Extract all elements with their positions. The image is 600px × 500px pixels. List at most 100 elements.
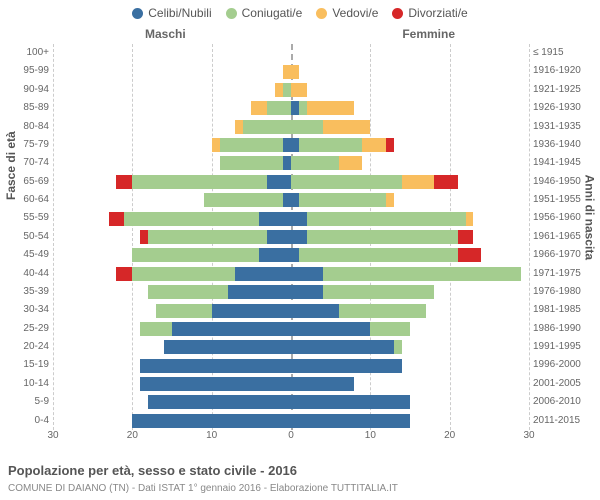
x-axis: 3020100102030 <box>53 430 529 446</box>
age-label: 15-19 <box>1 356 53 374</box>
age-label: 10-14 <box>1 375 53 393</box>
male-bar <box>156 304 291 318</box>
female-label: Femmine <box>402 27 455 41</box>
age-label: 45-49 <box>1 246 53 264</box>
bar-segment <box>291 120 323 134</box>
birth-year-label: 1916-1920 <box>529 62 599 80</box>
birth-year-label: 1991-1995 <box>529 338 599 356</box>
female-bar <box>291 65 299 79</box>
female-bar <box>291 322 410 336</box>
birth-year-label: 1926-1930 <box>529 99 599 117</box>
male-label: Maschi <box>145 27 186 41</box>
birth-year-label: 1996-2000 <box>529 356 599 374</box>
bar-segment <box>220 156 283 170</box>
age-row: 5-92006-2010 <box>53 393 529 411</box>
bar-segment <box>307 212 466 226</box>
bar-segment <box>172 322 291 336</box>
bar-segment <box>109 212 125 226</box>
birth-year-label: 1961-1965 <box>529 228 599 246</box>
male-bar <box>275 83 291 97</box>
bar-segment <box>299 193 386 207</box>
birth-year-label: 1976-1980 <box>529 283 599 301</box>
legend-label: Divorziati/e <box>408 6 467 20</box>
birth-year-label: 1986-1990 <box>529 320 599 338</box>
male-bar <box>212 138 291 152</box>
female-bar <box>291 138 394 152</box>
birth-year-label: 1931-1935 <box>529 118 599 136</box>
male-bar <box>116 267 291 281</box>
age-label: 35-39 <box>1 283 53 301</box>
male-bar <box>220 156 291 170</box>
bar-segment <box>402 175 434 189</box>
age-label: 25-29 <box>1 320 53 338</box>
bar-segment <box>299 248 458 262</box>
bar-segment <box>291 267 323 281</box>
bar-segment <box>140 377 291 391</box>
male-bar <box>164 340 291 354</box>
age-label: 75-79 <box>1 136 53 154</box>
age-label: 90-94 <box>1 81 53 99</box>
age-label: 65-69 <box>1 173 53 191</box>
x-tick-label: 30 <box>47 430 58 441</box>
bar-segment <box>291 83 307 97</box>
bar-segment <box>466 212 474 226</box>
female-bar <box>291 83 307 97</box>
age-label: 85-89 <box>1 99 53 117</box>
age-row: 70-741941-1945 <box>53 154 529 172</box>
female-bar <box>291 193 394 207</box>
male-bar <box>283 65 291 79</box>
female-bar <box>291 248 481 262</box>
bar-segment <box>299 101 307 115</box>
bar-segment <box>291 359 402 373</box>
bar-segment <box>251 101 267 115</box>
male-bar <box>140 377 291 391</box>
x-tick-label: 10 <box>365 430 376 441</box>
legend-item: Coniugati/e <box>226 6 303 20</box>
bar-segment <box>291 193 299 207</box>
bar-segment <box>434 175 458 189</box>
male-bar <box>140 230 291 244</box>
bar-segment <box>299 138 362 152</box>
age-label: 40-44 <box>1 265 53 283</box>
bar-segment <box>132 267 235 281</box>
bar-segment <box>339 156 363 170</box>
bar-segment <box>291 212 307 226</box>
age-label: 55-59 <box>1 209 53 227</box>
legend-swatch <box>226 8 237 19</box>
bar-segment <box>235 267 291 281</box>
male-bar <box>140 359 291 373</box>
legend-label: Coniugati/e <box>242 6 303 20</box>
population-pyramid-chart: Celibi/NubiliConiugati/eVedovi/eDivorzia… <box>0 0 600 500</box>
age-row: 65-691946-1950 <box>53 173 529 191</box>
bar-segment <box>275 83 283 97</box>
legend-item: Divorziati/e <box>392 6 467 20</box>
bar-segment <box>228 285 291 299</box>
age-row: 0-42011-2015 <box>53 412 529 430</box>
male-bar <box>204 193 291 207</box>
legend-label: Vedovi/e <box>332 6 378 20</box>
female-bar <box>291 212 473 226</box>
bar-segment <box>212 304 291 318</box>
bar-segment <box>164 340 291 354</box>
age-row: 55-591956-1960 <box>53 209 529 227</box>
x-tick-label: 0 <box>288 430 294 441</box>
bar-segment <box>291 101 299 115</box>
bar-segment <box>283 65 291 79</box>
age-label: 95-99 <box>1 62 53 80</box>
male-bar <box>148 285 291 299</box>
age-row: 15-191996-2000 <box>53 356 529 374</box>
legend: Celibi/NubiliConiugati/eVedovi/eDivorzia… <box>0 6 600 20</box>
female-bar <box>291 359 402 373</box>
bar-segment <box>140 359 291 373</box>
birth-year-label: 1941-1945 <box>529 154 599 172</box>
birth-year-label: ≤ 1915 <box>529 44 599 62</box>
bar-segment <box>323 267 521 281</box>
plot-area: 100+≤ 191595-991916-192090-941921-192585… <box>53 44 529 430</box>
legend-swatch <box>316 8 327 19</box>
legend-swatch <box>132 8 143 19</box>
age-row: 75-791936-1940 <box>53 136 529 154</box>
bar-segment <box>267 175 291 189</box>
birth-year-label: 1956-1960 <box>529 209 599 227</box>
bar-segment <box>339 304 426 318</box>
birth-year-label: 1921-1925 <box>529 81 599 99</box>
